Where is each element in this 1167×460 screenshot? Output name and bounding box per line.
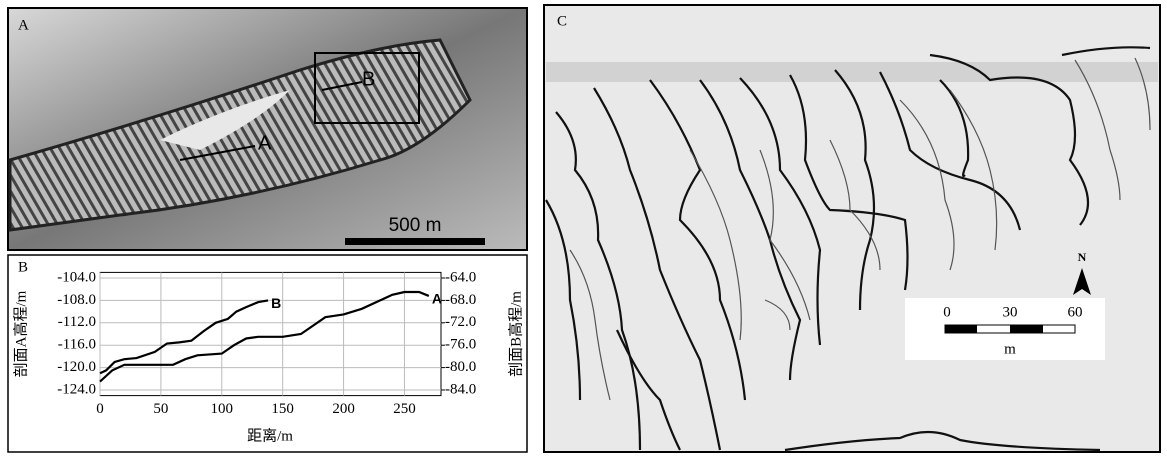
shade [546, 62, 1158, 82]
panel-label: B [18, 259, 28, 275]
scale-bar [345, 238, 485, 245]
y-tick-label: -124.0 [57, 381, 96, 397]
panel-label: A [18, 17, 29, 33]
y-tick-label: -116.0 [58, 337, 96, 353]
x-axis-label: 距离/m [247, 427, 293, 444]
y-tick-label: -120.0 [57, 359, 96, 375]
scale-bar [945, 325, 977, 333]
scale-unit: m [1004, 341, 1016, 357]
x-tick-label: 150 [271, 401, 294, 417]
series-label: B [271, 295, 281, 311]
y2-tick-label: -72.0 [445, 314, 476, 330]
y2-tick-label: -76.0 [445, 337, 476, 353]
x-tick-label: 50 [153, 401, 168, 417]
y-axis-label: 剖面A高程/m [12, 290, 29, 377]
north-label: N [1078, 250, 1087, 264]
y2-tick-label: -68.0 [445, 292, 476, 308]
panel-c: C 0 30 60 m N [544, 5, 1160, 452]
y2-axis-label: 剖面B高程/m [507, 291, 524, 377]
profile-label: B [362, 68, 375, 90]
scale-label: 500 m [389, 215, 442, 236]
scale-tick: 60 [1068, 304, 1083, 320]
y-tick-label: -104.0 [57, 269, 96, 285]
y-tick-label: -112.0 [58, 314, 96, 330]
scale-tick: 30 [1003, 304, 1018, 320]
y2-tick-label: -64.0 [445, 269, 476, 285]
panel-label: C [557, 13, 567, 29]
y2-tick-label: -84.0 [445, 381, 476, 397]
x-tick-label: 100 [211, 401, 234, 417]
x-tick-label: 0 [96, 401, 104, 417]
scale-tick: 0 [943, 304, 951, 320]
series-label: A [432, 291, 442, 307]
profile-label: A [258, 132, 272, 154]
panel-a: A B A 500 m [8, 8, 527, 250]
x-tick-label: 250 [393, 401, 416, 417]
figure: A B A 500 m B 距离/m 剖面A高程/m 剖面B高程/m -104.… [0, 0, 1167, 455]
scale-bar [1010, 325, 1043, 333]
y2-tick-label: -80.0 [445, 359, 476, 375]
x-tick-label: 200 [332, 401, 355, 417]
y-tick-label: -108.0 [57, 292, 96, 308]
